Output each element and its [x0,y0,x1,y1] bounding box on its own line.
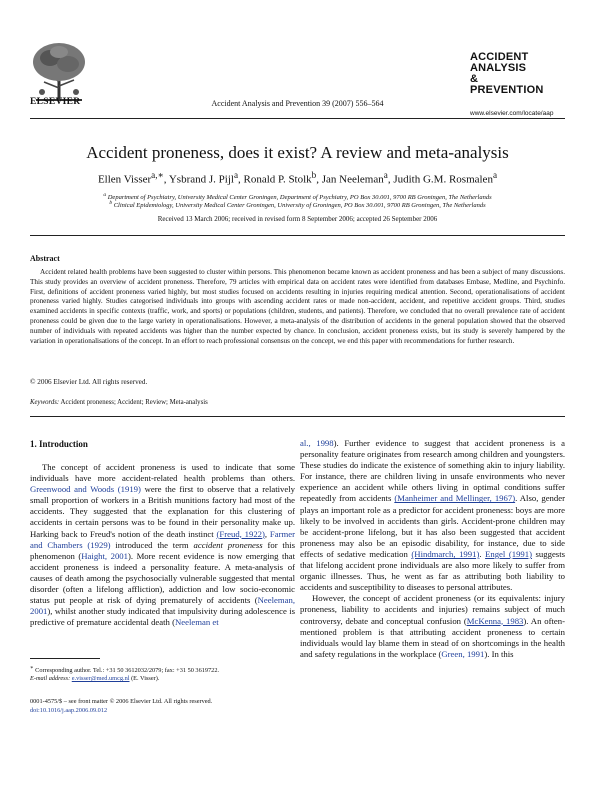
email-label: E-mail address: [30,675,71,683]
issn-line: 0001-4575/$ – see front matter © 2006 El… [30,698,213,705]
journal-url[interactable]: www.elsevier.com/locate/aap [470,110,554,117]
author-list: Ellen Vissera,∗, Ysbrand J. Pijla, Ronal… [97,170,498,186]
brand-line: ANALYSIS [470,62,527,74]
affiliation-text: Clinical Epidemiology, University Medica… [113,202,486,210]
intro-paragraph: However, the concept of accident pronene… [300,593,565,660]
text-run: ). In this [484,648,514,659]
keywords-list: Accident proneness; Accident; Review; Me… [60,399,208,406]
text-run: ). Further evidence to suggest that acci… [300,438,565,504]
email-link[interactable]: e.visser@med.umcg.nl [71,675,130,683]
left-column: The concept of accident proneness is use… [30,462,295,802]
footnote-marker: ∗ [30,665,34,671]
author-affil-marker[interactable]: a [492,170,498,180]
text-run: . Also, gender plays an important role a… [300,493,565,559]
email-suffix: (E. Visser). [131,675,160,683]
text-run: ), whilst another study indicated that i… [30,606,295,628]
text-run: were the first to observe that a relativ… [30,484,295,539]
keywords-rule [30,416,565,417]
section-heading: 1. Introduction [30,439,88,449]
brand-line: PREVENTION [470,84,544,96]
author-name: Ysbrand J. Pijl [168,173,234,186]
publisher-name: ELSEVIER [30,97,81,107]
author-name: Judith G.M. Rosmalen [393,173,493,186]
citation-link[interactable]: (Hindmarch, 1991) [411,548,480,559]
citation-link[interactable]: al., 1998 [300,438,334,448]
journal-brand: ACCIDENT ANALYSIS & PREVENTION [470,52,565,96]
intro-paragraph: The concept of accident proneness is use… [30,462,295,628]
affiliation: b Clinical Epidemiology, University Medi… [30,200,565,209]
citation-link[interactable]: (Freud, 1922) [216,528,265,539]
text-run: . [479,548,486,559]
issn-block: 0001-4575/$ – see front matter © 2006 El… [30,697,295,715]
affiliation-marker: b [109,200,113,206]
text-run: suggests that lifelong accident prone in… [300,548,565,593]
right-column: al., 1998). Further evidence to suggest … [300,438,565,660]
author-affil-marker[interactable]: a,∗ [151,170,164,180]
affiliation-marker: a [103,192,107,198]
affiliation-text: Department of Psychiatry, University Med… [107,194,492,202]
text-run: for this phenomenon ( [30,539,295,561]
abstract-rule [30,235,565,236]
keywords-label: Keywords: [30,399,60,406]
citation-link[interactable]: Haight, 2001 [81,550,128,561]
text-run: The concept of accident proneness is use… [30,462,295,484]
citation-link[interactable]: Neeleman, 2001 [30,595,295,617]
affiliation: a Department of Psychiatry, University M… [30,192,565,201]
author-affil-marker[interactable]: a [233,170,239,180]
author-name: Jan Neeleman [321,173,384,186]
author-affil-marker[interactable]: a [383,170,388,180]
emphasis-term: accident proneness [193,539,263,550]
abstract-heading: Abstract [30,254,60,263]
doi-link[interactable]: doi:10.1016/j.aap.2006.09.012 [30,707,108,714]
author-name: Ronald P. Stolk [243,173,312,186]
author-name: Ellen Visser [97,173,152,186]
footnote-text: Corresponding author. Tel.: +31 50 36120… [35,667,220,675]
footnote-rule [30,658,100,659]
brand-line: ACCIDENT [470,51,529,63]
citation-link[interactable]: Neeleman et [174,617,219,628]
author-affil-marker[interactable]: b [311,170,317,180]
abstract-text: Accident related health problems have be… [30,268,565,345]
text-run: ). More recent evidence is now emerging … [30,550,295,606]
text-run: introduced the term [110,539,194,550]
text-run: ). An often-mentioned problem is that at… [300,615,565,659]
keywords: Keywords: Accident proneness; Accident; … [30,399,208,406]
citation-link[interactable]: (Manheimer and Mellinger, 1967) [394,493,516,504]
journal-citation: Accident Analysis and Prevention 39 (200… [211,99,384,108]
article-title: Accident proneness, does it exist? A rev… [86,143,509,162]
brand-line: & [470,73,479,85]
corresponding-footnote: ∗ Corresponding author. Tel.: +31 50 361… [30,664,295,684]
header-rule [30,118,565,119]
received-dates: Received 13 March 2006; received in revi… [157,215,438,223]
abstract-copyright: © 2006 Elsevier Ltd. All rights reserved… [30,378,148,386]
citation-link[interactable]: Green, 1991 [441,648,485,659]
intro-paragraph-cont: al., 1998). Further evidence to suggest … [300,438,565,593]
text-run: , [264,528,270,539]
citation-link[interactable]: Greenwood and Woods (1919) [30,484,141,495]
text-run: However, the concept of accident pronene… [300,593,565,626]
citation-link[interactable]: Engel (1991) [485,548,533,559]
elsevier-tree-logo [30,42,88,104]
citation-link[interactable]: McKenna, 1983 [466,615,524,626]
citation-link[interactable]: Farmer and Chambers (1929) [30,528,295,550]
